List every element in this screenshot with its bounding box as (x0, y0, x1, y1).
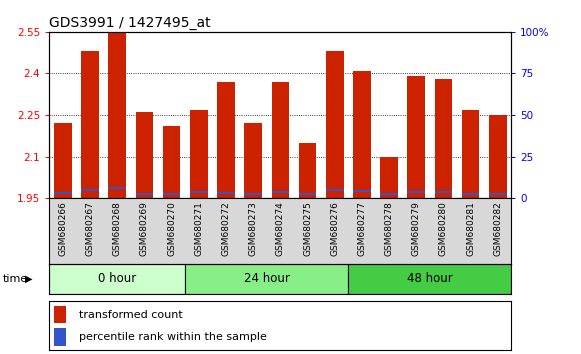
Bar (245, 193, 262, 195)
Text: transformed count: transformed count (80, 310, 183, 320)
Bar (54, 123, 72, 198)
Bar (407, 76, 425, 198)
Text: GSM680272: GSM680272 (221, 201, 231, 256)
Bar (49, 264, 185, 294)
Text: GSM680274: GSM680274 (276, 201, 285, 256)
Text: GSM680281: GSM680281 (466, 201, 475, 256)
Text: GSM680271: GSM680271 (194, 201, 203, 256)
Bar (348, 264, 511, 294)
Bar (81, 51, 99, 198)
Text: GSM680267: GSM680267 (85, 201, 95, 256)
Bar (54, 328, 66, 346)
Text: GSM680280: GSM680280 (439, 201, 448, 256)
Bar (109, 187, 126, 189)
Bar (217, 192, 235, 194)
Bar (245, 123, 262, 198)
Text: GSM680268: GSM680268 (113, 201, 122, 256)
Bar (380, 193, 398, 195)
Text: 48 hour: 48 hour (407, 272, 453, 285)
Bar (380, 156, 398, 198)
Text: GSM680278: GSM680278 (385, 201, 393, 256)
Bar (135, 112, 153, 198)
Bar (271, 191, 289, 193)
Bar (271, 82, 289, 198)
Bar (54, 192, 72, 194)
Bar (163, 193, 181, 195)
Text: GDS3991 / 1427495_at: GDS3991 / 1427495_at (49, 16, 211, 30)
Bar (163, 126, 181, 198)
Bar (190, 191, 207, 193)
Text: GSM680282: GSM680282 (493, 201, 502, 256)
Text: GSM680276: GSM680276 (330, 201, 339, 256)
Text: GSM680269: GSM680269 (140, 201, 149, 256)
Bar (299, 143, 316, 198)
Bar (489, 193, 507, 195)
Text: GSM680270: GSM680270 (167, 201, 176, 256)
Bar (299, 193, 316, 195)
Text: percentile rank within the sample: percentile rank within the sample (80, 332, 267, 342)
Text: GSM680266: GSM680266 (59, 201, 67, 256)
Bar (326, 189, 343, 191)
Bar (326, 51, 343, 198)
Bar (489, 115, 507, 198)
Bar (135, 193, 153, 195)
Bar (435, 79, 452, 198)
Bar (217, 82, 235, 198)
Bar (462, 109, 479, 198)
Bar (435, 191, 452, 193)
Text: 24 hour: 24 hour (244, 272, 290, 285)
Text: ▶: ▶ (25, 274, 33, 284)
Bar (407, 191, 425, 193)
Bar (190, 109, 207, 198)
Bar (353, 190, 371, 192)
Text: GSM680277: GSM680277 (357, 201, 367, 256)
Bar (185, 264, 348, 294)
Bar (109, 32, 126, 198)
Bar (353, 71, 371, 198)
Text: 0 hour: 0 hour (98, 272, 137, 285)
Bar (81, 189, 99, 191)
Bar (54, 306, 66, 323)
Bar (462, 193, 479, 195)
Text: GSM680279: GSM680279 (412, 201, 421, 256)
Text: GSM680275: GSM680275 (303, 201, 312, 256)
Text: time: time (3, 274, 28, 284)
Text: GSM680273: GSM680273 (249, 201, 257, 256)
